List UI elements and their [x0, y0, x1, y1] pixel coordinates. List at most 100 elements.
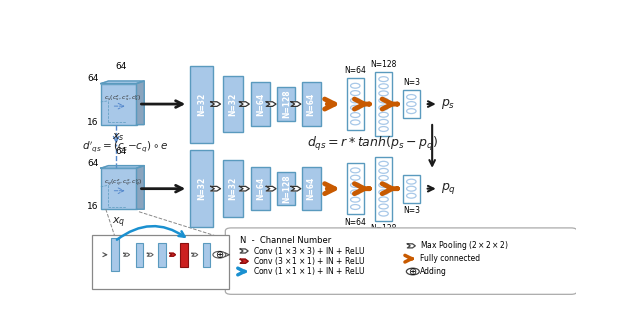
- Polygon shape: [136, 81, 144, 125]
- Circle shape: [379, 204, 388, 209]
- Circle shape: [406, 102, 416, 107]
- Polygon shape: [211, 186, 221, 191]
- Text: $d_{qs} = r * tanh(p_s - p_q)$: $d_{qs} = r * tanh(p_s - p_q)$: [307, 135, 438, 153]
- Polygon shape: [192, 253, 198, 256]
- Text: Conv $(1\times3\times3)$ + IN + ReLU: Conv $(1\times3\times3)$ + IN + ReLU: [253, 245, 365, 257]
- Circle shape: [351, 182, 360, 187]
- Polygon shape: [407, 244, 415, 248]
- FancyBboxPatch shape: [223, 161, 243, 217]
- Polygon shape: [136, 166, 144, 209]
- Text: N=128: N=128: [371, 224, 397, 233]
- Circle shape: [351, 83, 360, 88]
- Text: $c_s(c_s^z,c_s^x,c_s^y)$: $c_s(c_s^z,c_s^x,c_s^y)$: [104, 93, 141, 103]
- Circle shape: [406, 179, 416, 184]
- FancyBboxPatch shape: [223, 76, 243, 132]
- Text: N=32: N=32: [197, 177, 206, 200]
- Circle shape: [351, 168, 360, 173]
- Circle shape: [351, 197, 360, 202]
- FancyBboxPatch shape: [301, 82, 321, 126]
- Circle shape: [351, 98, 360, 103]
- Text: N=128: N=128: [282, 174, 291, 203]
- Polygon shape: [266, 186, 276, 191]
- Text: $x_q$: $x_q$: [112, 215, 125, 230]
- Circle shape: [406, 186, 416, 191]
- Text: N=3: N=3: [403, 206, 420, 215]
- Circle shape: [351, 120, 360, 125]
- Text: N=64: N=64: [344, 66, 366, 75]
- Text: Max Pooling $(2\times2\times2)$: Max Pooling $(2\times2\times2)$: [420, 239, 509, 252]
- Text: N  -  Channel Number: N - Channel Number: [240, 236, 332, 245]
- Text: $\oplus$: $\oplus$: [215, 249, 224, 260]
- FancyBboxPatch shape: [347, 78, 364, 130]
- Text: 64: 64: [87, 159, 99, 167]
- Circle shape: [406, 95, 416, 100]
- FancyBboxPatch shape: [251, 82, 270, 126]
- Text: N=32: N=32: [197, 93, 206, 116]
- Circle shape: [351, 204, 360, 209]
- Polygon shape: [239, 102, 250, 106]
- FancyBboxPatch shape: [180, 242, 188, 267]
- Circle shape: [379, 120, 388, 124]
- Circle shape: [406, 193, 416, 198]
- Text: $p_q$: $p_q$: [440, 181, 456, 196]
- Polygon shape: [240, 259, 248, 263]
- Circle shape: [351, 113, 360, 118]
- FancyBboxPatch shape: [277, 87, 295, 121]
- Text: N=64: N=64: [307, 177, 316, 200]
- FancyBboxPatch shape: [375, 72, 392, 136]
- Text: $d'_{qs} = (c_s{-}c_q) \circ e$: $d'_{qs} = (c_s{-}c_q) \circ e$: [83, 139, 170, 154]
- Polygon shape: [124, 253, 129, 256]
- FancyBboxPatch shape: [101, 84, 136, 125]
- Polygon shape: [170, 253, 175, 256]
- Text: Conv $(1\times1\times1)$ + IN + ReLU: Conv $(1\times1\times1)$ + IN + ReLU: [253, 265, 365, 277]
- Polygon shape: [101, 81, 144, 84]
- Text: 64: 64: [115, 62, 127, 71]
- FancyBboxPatch shape: [403, 90, 420, 118]
- FancyBboxPatch shape: [251, 167, 270, 210]
- Circle shape: [351, 105, 360, 110]
- Polygon shape: [266, 102, 276, 106]
- Text: Adding: Adding: [420, 267, 447, 276]
- Circle shape: [379, 190, 388, 195]
- Circle shape: [379, 127, 388, 132]
- FancyBboxPatch shape: [136, 242, 143, 267]
- Circle shape: [379, 112, 388, 117]
- FancyBboxPatch shape: [301, 167, 321, 210]
- Text: N=3: N=3: [403, 78, 420, 87]
- Polygon shape: [239, 186, 250, 191]
- FancyBboxPatch shape: [403, 174, 420, 203]
- Circle shape: [351, 190, 360, 195]
- Text: Conv $(3\times1\times1)$ + IN + ReLU: Conv $(3\times1\times1)$ + IN + ReLU: [253, 255, 365, 267]
- Text: $\oplus$: $\oplus$: [408, 266, 417, 277]
- Text: $c_q(c_q^z,c_q^x,c_q^y)$: $c_q(c_q^z,c_q^x,c_q^y)$: [104, 177, 142, 188]
- Text: 64: 64: [115, 147, 127, 156]
- Text: N=32: N=32: [228, 177, 237, 200]
- FancyBboxPatch shape: [158, 242, 166, 267]
- FancyBboxPatch shape: [111, 238, 118, 271]
- Polygon shape: [211, 102, 221, 106]
- Text: 16: 16: [87, 202, 99, 211]
- FancyBboxPatch shape: [189, 150, 213, 227]
- FancyBboxPatch shape: [101, 168, 136, 209]
- Circle shape: [379, 84, 388, 89]
- Circle shape: [351, 175, 360, 180]
- FancyBboxPatch shape: [92, 235, 229, 289]
- Text: N=128: N=128: [371, 60, 397, 69]
- Text: Fully connected: Fully connected: [420, 254, 480, 263]
- Text: N=128: N=128: [282, 90, 291, 118]
- FancyBboxPatch shape: [189, 66, 213, 143]
- Polygon shape: [291, 102, 301, 106]
- FancyBboxPatch shape: [225, 228, 577, 294]
- Circle shape: [406, 109, 416, 114]
- Text: $p_s$: $p_s$: [440, 97, 455, 111]
- FancyBboxPatch shape: [277, 172, 295, 205]
- Circle shape: [379, 161, 388, 166]
- Text: N=64: N=64: [256, 93, 265, 116]
- Circle shape: [379, 197, 388, 202]
- FancyBboxPatch shape: [202, 242, 211, 267]
- Circle shape: [351, 91, 360, 96]
- Polygon shape: [291, 186, 301, 191]
- Text: N=64: N=64: [344, 218, 366, 227]
- Text: N=64: N=64: [256, 177, 265, 200]
- Polygon shape: [101, 166, 144, 168]
